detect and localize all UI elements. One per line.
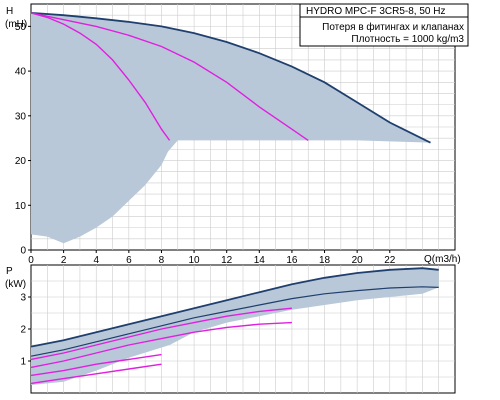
series-line-3 xyxy=(30,12,171,141)
y-tick-label: 20 xyxy=(15,156,27,167)
legend-line-1: Потеря в фитингах и клапанах xyxy=(322,21,464,33)
legend-title: HYDRO MPC-F 3CR5-8, 50 Hz xyxy=(306,6,445,17)
y-tick-label: 1 xyxy=(20,357,26,368)
head-x-ticks: 0 2 4 6 8 10 12 14 16 18 20 22 xyxy=(28,250,396,266)
power-chart-panel: 1 2 3 P (kW) xyxy=(5,264,456,394)
series-line-2 xyxy=(30,286,439,357)
x-tick-label: 0 xyxy=(28,255,34,266)
y-tick-label: 50 xyxy=(15,22,27,33)
series-line-3 xyxy=(30,307,292,361)
series-line-6 xyxy=(30,363,162,385)
power-envelope xyxy=(31,268,439,385)
y-tick-label: 3 xyxy=(20,293,26,304)
power-series xyxy=(30,267,439,385)
power-y-axis-unit: (kW) xyxy=(5,279,26,290)
legend-line-2: Плотность = 1000 kg/m3 xyxy=(351,34,464,45)
power-y-ticks: 1 2 3 xyxy=(20,293,31,368)
x-tick-label: 16 xyxy=(286,255,298,266)
y-tick-label: 40 xyxy=(15,67,27,78)
x-tick-label: 18 xyxy=(319,255,331,266)
series-line-4 xyxy=(30,321,292,369)
head-y-axis-unit: (mH) xyxy=(5,19,27,30)
x-tick-label: 4 xyxy=(93,255,99,266)
head-chart-panel: 0 10 20 30 40 50 0 2 4 6 8 10 12 14 16 18 20 22 H (mH) Q… xyxy=(5,3,469,266)
x-tick-label: 8 xyxy=(159,255,165,266)
x-tick-label: 2 xyxy=(61,255,67,266)
head-y-axis-label: H xyxy=(6,6,13,17)
operating-envelope xyxy=(31,268,439,385)
series-line-2 xyxy=(30,12,309,141)
x-tick-label: 14 xyxy=(254,255,266,266)
power-y-axis-label: P xyxy=(6,266,13,277)
head-series xyxy=(30,12,431,144)
x-tick-label: 22 xyxy=(384,255,396,266)
y-tick-label: 2 xyxy=(20,325,26,336)
x-tick-label: 12 xyxy=(221,255,233,266)
head-y-ticks: 0 10 20 30 40 50 xyxy=(15,22,31,257)
operating-envelope xyxy=(31,12,431,244)
y-tick-label: 30 xyxy=(15,111,27,122)
head-x-axis-label: Q(m3/h) xyxy=(424,254,461,265)
x-tick-label: 20 xyxy=(352,255,364,266)
y-tick-label: 0 xyxy=(20,246,26,257)
y-tick-label: 10 xyxy=(15,201,27,212)
series-line-5 xyxy=(30,353,162,377)
x-tick-label: 6 xyxy=(126,255,132,266)
series-line-1 xyxy=(30,12,431,144)
head-envelope xyxy=(31,12,431,244)
legend-box: HYDRO MPC-F 3CR5-8, 50 Hz Потеря в фитин… xyxy=(299,3,469,47)
x-tick-label: 10 xyxy=(189,255,201,266)
series-line-1 xyxy=(30,267,439,348)
